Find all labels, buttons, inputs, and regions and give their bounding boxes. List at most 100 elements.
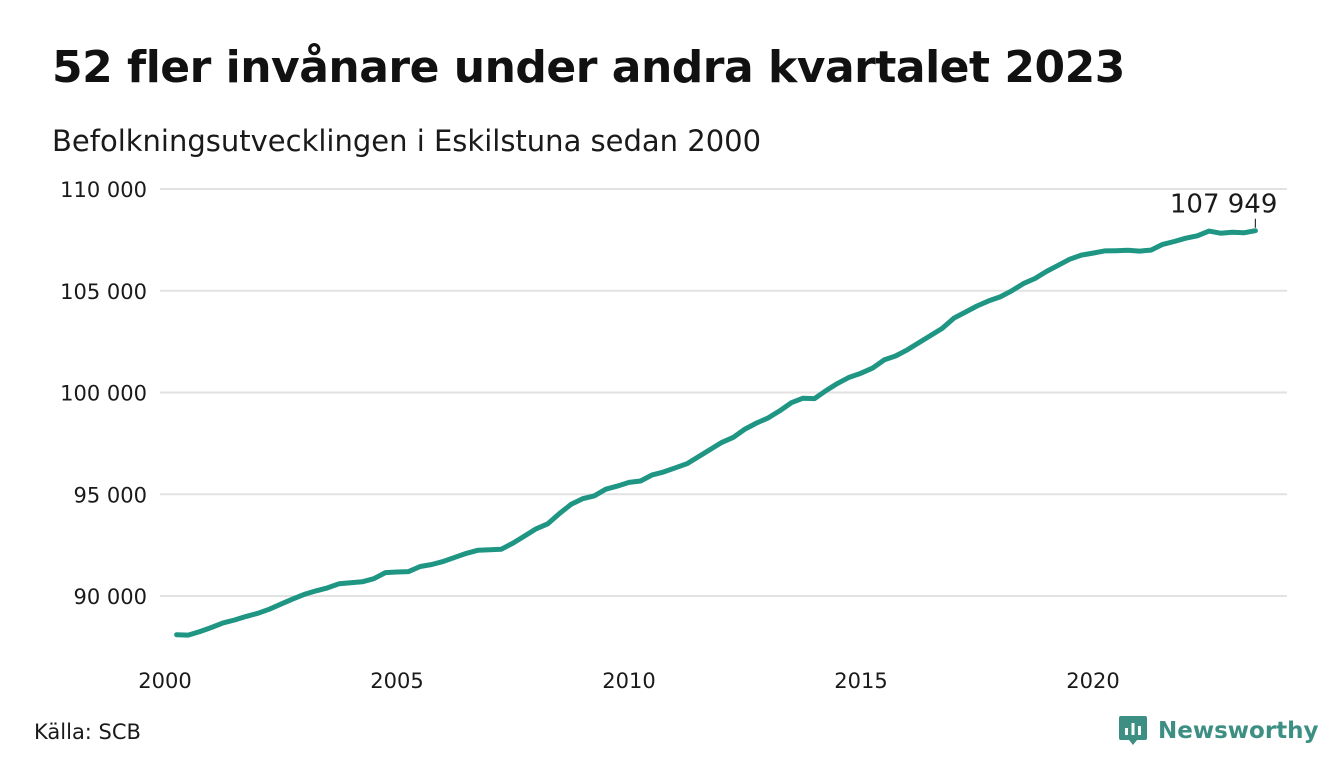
x-tick-label: 2020 xyxy=(1066,669,1119,693)
data-point xyxy=(464,551,469,556)
data-point xyxy=(255,611,260,616)
data-point xyxy=(754,421,759,426)
data-point xyxy=(406,569,411,574)
data-point xyxy=(1114,248,1119,253)
data-point xyxy=(777,408,782,413)
data-point xyxy=(1149,248,1154,253)
data-point xyxy=(1125,248,1130,253)
data-point xyxy=(731,435,736,440)
data-point xyxy=(882,357,887,362)
data-point xyxy=(847,375,852,380)
data-point xyxy=(685,461,690,466)
data-point xyxy=(476,548,481,553)
data-point xyxy=(638,479,643,484)
data-point xyxy=(1253,228,1258,233)
data-point xyxy=(1207,229,1212,234)
data-point xyxy=(1102,248,1107,253)
data-point xyxy=(673,465,678,470)
annotation-label: 107 949 xyxy=(1170,190,1278,220)
data-point xyxy=(1230,230,1235,235)
data-point xyxy=(1137,249,1142,254)
data-point xyxy=(1021,281,1026,286)
x-axis-tick-labels: 2000 2005 2010 2015 2020 xyxy=(138,669,1119,693)
data-point xyxy=(801,396,806,401)
chart-subtitle: Befolkningsutvecklingen i Eskilstuna sed… xyxy=(52,124,762,158)
data-point xyxy=(1218,231,1223,236)
data-point xyxy=(197,629,202,634)
data-point xyxy=(453,555,458,560)
data-point xyxy=(812,396,817,401)
brand-logo: Newsworthy xyxy=(1118,714,1319,748)
data-point xyxy=(337,581,342,586)
data-point xyxy=(348,580,353,585)
data-point xyxy=(1033,276,1038,281)
x-tick-label: 2015 xyxy=(834,669,887,693)
data-point xyxy=(1044,269,1049,274)
data-point xyxy=(290,597,295,602)
data-point xyxy=(627,480,632,485)
y-tick-label: 100 000 xyxy=(60,382,147,406)
data-point xyxy=(963,310,968,315)
data-point xyxy=(1079,253,1084,258)
data-point xyxy=(209,625,214,630)
data-point xyxy=(708,447,713,452)
data-point xyxy=(371,576,376,581)
annotation-layer: 107 949 xyxy=(1170,190,1278,228)
data-point xyxy=(441,559,446,564)
chart-title: 52 fler invånare under andra kvartalet 2… xyxy=(52,42,1125,93)
data-point xyxy=(325,585,330,590)
data-point xyxy=(940,326,945,331)
data-point xyxy=(174,632,179,637)
data-point xyxy=(534,526,539,531)
series-line-0 xyxy=(174,228,1258,638)
data-point xyxy=(244,614,249,619)
data-point xyxy=(302,592,307,597)
data-point xyxy=(221,620,226,625)
y-tick-label: 110 000 xyxy=(60,178,147,202)
data-point xyxy=(1241,230,1246,235)
data-point xyxy=(905,347,910,352)
data-point xyxy=(1067,257,1072,262)
data-point xyxy=(186,633,191,638)
data-point xyxy=(650,472,655,477)
data-point xyxy=(1172,239,1177,244)
data-point xyxy=(1195,233,1200,238)
x-tick-label: 2005 xyxy=(370,669,423,693)
data-point xyxy=(395,570,400,575)
series-layer xyxy=(174,228,1258,638)
data-point xyxy=(1091,251,1096,256)
y-tick-label: 90 000 xyxy=(74,585,147,609)
data-point xyxy=(870,366,875,371)
data-point xyxy=(232,618,237,623)
y-axis-tick-labels: 90 000 95 000 100 000 105 000 110 000 xyxy=(60,178,147,609)
data-point xyxy=(615,484,620,489)
data-point xyxy=(418,564,423,569)
data-point xyxy=(789,400,794,405)
newsworthy-logo-icon xyxy=(1119,716,1147,745)
data-point xyxy=(986,298,991,303)
data-point xyxy=(998,294,1003,299)
data-point xyxy=(951,316,956,321)
y-tick-label: 95 000 xyxy=(74,483,147,507)
data-point xyxy=(580,496,585,501)
x-tick-label: 2000 xyxy=(138,669,191,693)
y-tick-label: 105 000 xyxy=(60,280,147,304)
data-point xyxy=(487,547,492,552)
data-point xyxy=(313,588,318,593)
data-point xyxy=(928,333,933,338)
source-note: Källa: SCB xyxy=(34,720,141,744)
data-point xyxy=(661,469,666,474)
data-point xyxy=(1009,288,1014,293)
data-point xyxy=(603,487,608,492)
data-point xyxy=(766,415,771,420)
data-point xyxy=(743,427,748,432)
line-chart: 90 000 95 000 100 000 105 000 110 000 2000 20… xyxy=(60,178,1287,693)
data-point xyxy=(511,541,516,546)
data-point xyxy=(383,570,388,575)
data-point xyxy=(1160,242,1165,247)
data-point xyxy=(1183,236,1188,241)
data-point xyxy=(592,493,597,498)
brand-name: Newsworthy xyxy=(1158,718,1319,744)
data-point xyxy=(522,534,527,539)
data-point xyxy=(835,381,840,386)
